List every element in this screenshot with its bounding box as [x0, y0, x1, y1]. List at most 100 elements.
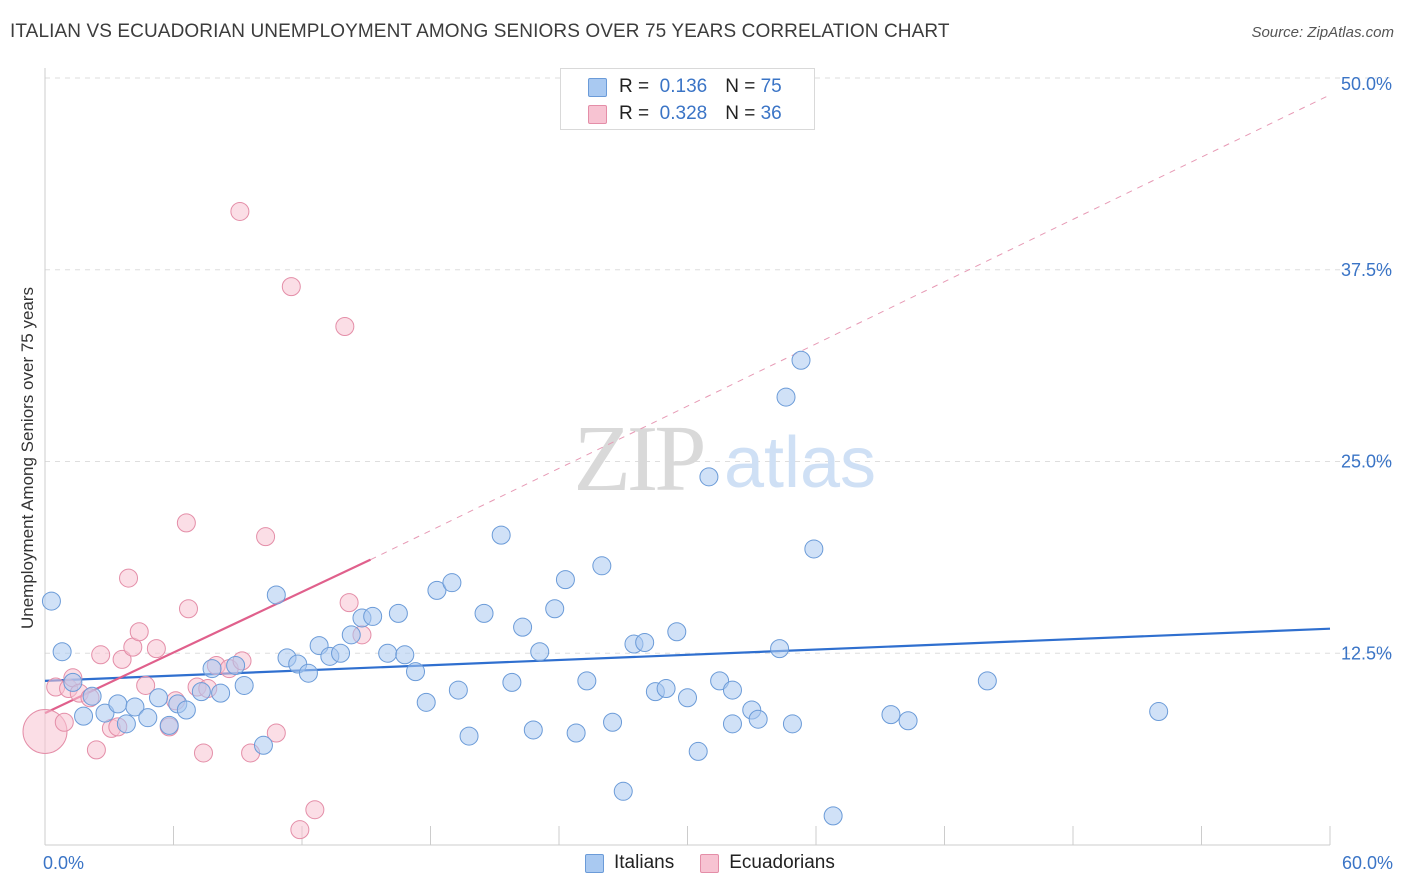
legend-label-ecuadorians: Ecuadorians — [729, 852, 835, 873]
point-italians — [448, 680, 468, 700]
point-ecuadorians — [91, 645, 111, 665]
point-ecuadorians — [335, 317, 355, 337]
point-italians — [748, 709, 768, 729]
point-italians — [234, 675, 254, 695]
point-italians — [699, 467, 719, 487]
point-italians — [1149, 702, 1169, 722]
point-italians — [530, 642, 550, 662]
watermark-atlas: atlas — [724, 423, 876, 503]
legend-r-label: R = — [619, 76, 650, 97]
point-ecuadorians — [230, 201, 250, 221]
point-italians — [545, 599, 565, 619]
legend-swatch-italians — [585, 853, 604, 873]
legend-swatch-italians — [588, 77, 607, 97]
series-legend: Italians Ecuadorians — [585, 852, 861, 874]
point-italians — [603, 712, 623, 732]
point-italians — [442, 573, 462, 593]
legend-r-label: R = — [619, 103, 650, 124]
point-ecuadorians — [305, 800, 325, 820]
chart-title: ITALIAN VS ECUADORIAN UNEMPLOYMENT AMONG… — [10, 21, 950, 42]
point-italians — [266, 585, 286, 605]
point-ecuadorians — [339, 593, 359, 613]
legend-item-italians[interactable]: Italians — [585, 852, 674, 874]
point-italians — [898, 711, 918, 731]
grid-layer — [45, 77, 1392, 654]
point-italians — [667, 622, 687, 642]
point-italians — [791, 350, 811, 370]
point-ecuadorians — [119, 568, 139, 588]
point-ecuadorians — [112, 649, 132, 669]
y-tick-label: 50.0% — [1341, 74, 1392, 94]
point-italians — [881, 705, 901, 725]
legend-n-label: N = — [725, 103, 756, 124]
legend-row-ecuadorians: R = 0.328 N = 36 — [588, 102, 782, 126]
trend-line-ecuadorians — [44, 558, 372, 715]
point-italians — [388, 603, 408, 623]
watermark: ZIP atlas — [574, 407, 877, 511]
legend-item-ecuadorians[interactable]: Ecuadorians — [700, 852, 835, 874]
legend-swatch-ecuadorians — [588, 104, 607, 124]
point-ecuadorians — [86, 740, 106, 760]
legend-n-value: 36 — [760, 103, 782, 124]
point-italians — [95, 703, 115, 723]
legend-row-italians: R = 0.136 N = 75 — [588, 75, 782, 99]
legend-n-label: N = — [725, 76, 756, 97]
point-italians — [770, 639, 790, 659]
point-italians — [341, 625, 361, 645]
y-tick-label: 25.0% — [1341, 452, 1392, 472]
point-italians — [823, 806, 843, 826]
point-italians — [678, 688, 697, 708]
point-italians — [710, 671, 730, 691]
point-italians — [395, 645, 415, 665]
point-ecuadorians — [256, 527, 276, 547]
point-italians — [656, 679, 676, 699]
x-tick-label-max: 60.0% — [1342, 853, 1393, 873]
x-tick-label-min: 0.0% — [43, 853, 84, 873]
point-italians — [74, 706, 94, 726]
point-ecuadorians — [129, 622, 149, 642]
point-italians — [474, 603, 494, 623]
source-label: Source: ZipAtlas.com — [1251, 24, 1394, 41]
point-italians — [298, 663, 318, 683]
point-italians — [406, 662, 426, 682]
point-italians — [202, 659, 222, 679]
point-italians — [331, 643, 351, 663]
legend-swatch-ecuadorians — [700, 853, 720, 873]
point-italians — [523, 720, 543, 740]
point-italians — [116, 714, 136, 734]
point-italians — [592, 556, 612, 576]
point-italians — [41, 591, 61, 611]
legend-r-value: 0.328 — [659, 103, 708, 124]
point-italians — [459, 726, 479, 746]
point-italians — [108, 694, 128, 714]
point-italians — [82, 686, 102, 706]
point-italians — [577, 671, 597, 691]
point-italians — [502, 672, 522, 692]
point-ecuadorians — [178, 599, 198, 619]
point-italians — [52, 642, 72, 662]
point-italians — [191, 682, 211, 702]
legend-r-value: 0.136 — [659, 76, 708, 97]
legend-label-italians: Italians — [614, 852, 675, 873]
y-axis-label: Unemployment Among Seniors over 75 years — [18, 286, 37, 630]
point-italians — [159, 715, 179, 735]
point-italians — [416, 692, 436, 712]
point-italians — [776, 387, 796, 407]
trend-layer — [44, 94, 1331, 715]
trend-line-italians — [44, 627, 1331, 682]
point-italians — [977, 671, 997, 691]
y-tick-label: 12.5% — [1341, 643, 1392, 663]
point-italians — [176, 700, 196, 720]
point-italians — [63, 672, 83, 692]
point-italians — [722, 680, 742, 700]
watermark-zip: ZIP — [574, 407, 704, 511]
point-ecuadorians — [146, 639, 166, 659]
point-italians — [782, 714, 802, 734]
point-italians — [211, 683, 231, 703]
point-ecuadorians — [176, 513, 196, 533]
point-italians — [125, 697, 145, 717]
point-italians — [513, 617, 533, 637]
point-italians — [613, 781, 633, 801]
point-italians — [566, 723, 586, 743]
point-italians — [555, 570, 575, 590]
